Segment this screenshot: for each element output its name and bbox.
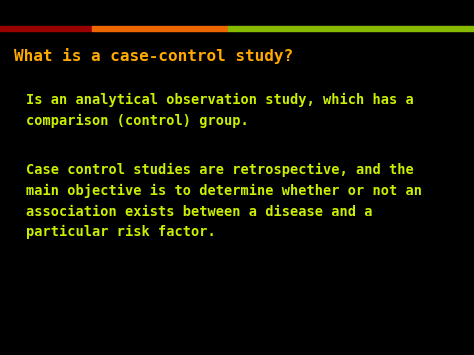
Text: Case control studies are retrospective, and the
main objective is to determine w: Case control studies are retrospective, … bbox=[26, 163, 422, 240]
Text: What is a case-control study?: What is a case-control study? bbox=[14, 48, 293, 64]
Bar bbox=[92, 26, 228, 31]
Text: Is an analytical observation study, which has a
comparison (control) group.: Is an analytical observation study, whic… bbox=[26, 93, 414, 128]
Bar bbox=[0, 26, 92, 31]
Bar bbox=[228, 26, 474, 31]
